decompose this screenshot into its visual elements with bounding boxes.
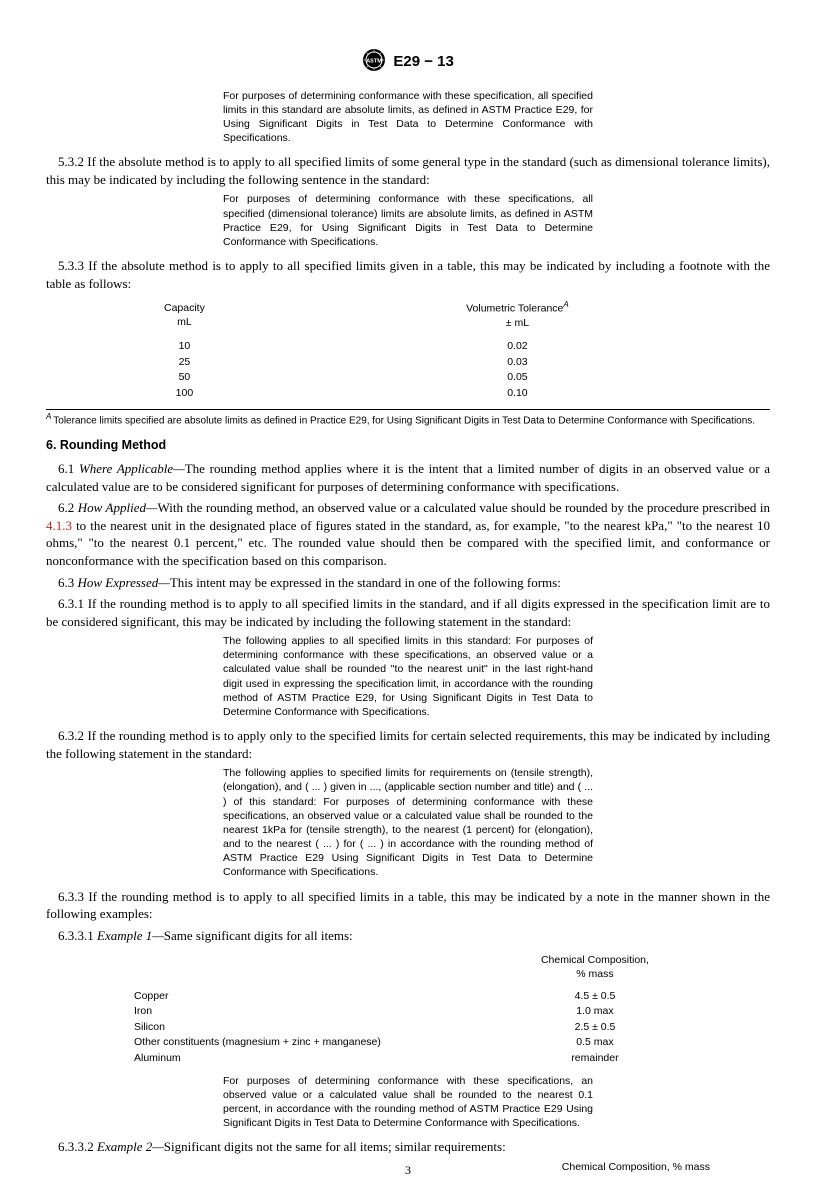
- para-text: If the absolute method is to apply to al…: [46, 258, 770, 291]
- quote-block-6-3-3-1: For purposes of determining conformance …: [223, 1074, 593, 1131]
- para-text: If the rounding method is to apply only …: [46, 728, 770, 761]
- para-6-3-3-2: 6.3.3.2 Example 2—Significant digits not…: [46, 1138, 770, 1156]
- para-5-3-3: 5.3.3 If the absolute method is to apply…: [46, 257, 770, 292]
- para-num: 6.3.2: [58, 727, 84, 745]
- para-5-3-2: 5.3.2 If the absolute method is to apply…: [46, 153, 770, 188]
- para-6-2: 6.2 How Applied—With the rounding method…: [46, 499, 770, 569]
- table-row: Aluminum remainder: [130, 1052, 686, 1066]
- footnote-a: A Tolerance limits specified are absolut…: [46, 412, 770, 428]
- para-label: Where Applicable—: [79, 461, 185, 476]
- cross-ref-link[interactable]: 4.1.3: [46, 518, 72, 533]
- page-number: 3: [0, 1162, 816, 1178]
- para-text: This intent may be expressed in the stan…: [170, 575, 561, 590]
- para-text: If the rounding method is to apply to al…: [46, 596, 770, 629]
- para-text: Same significant digits for all items:: [164, 928, 353, 943]
- para-label: Example 2—: [97, 1139, 164, 1154]
- table-header-capacity: Capacity mL: [48, 300, 321, 330]
- quote-block-5-3-1: For purposes of determining conformance …: [223, 89, 593, 146]
- para-label: Example 1—: [97, 928, 164, 943]
- para-num: 6.3.3: [58, 888, 84, 906]
- para-label: How Applied—: [78, 500, 158, 515]
- para-text-b: to the nearest unit in the designated pl…: [46, 518, 770, 568]
- para-6-3-2: 6.3.2 If the rounding method is to apply…: [46, 727, 770, 762]
- para-text-a: With the rounding method, an observed va…: [158, 500, 770, 515]
- para-num: 5.3.2: [58, 153, 84, 171]
- para-text: Significant digits not the same for all …: [164, 1139, 506, 1154]
- para-6-3: 6.3 How Expressed—This intent may be exp…: [46, 574, 770, 592]
- quote-block-6-3-1: The following applies to all specified l…: [223, 634, 593, 719]
- para-6-1: 6.1 Where Applicable—The rounding method…: [46, 460, 770, 495]
- table-row: Silicon 2.5 ± 0.5: [130, 1021, 686, 1035]
- para-6-3-3: 6.3.3 If the rounding method is to apply…: [46, 888, 770, 923]
- svg-text:ASTM: ASTM: [366, 59, 382, 65]
- table-chemical-composition: Chemical Composition,% mass Copper 4.5 ±…: [128, 952, 688, 1067]
- table-row: 25 0.03: [48, 356, 768, 370]
- page: ASTM E29 − 13 For purposes of determinin…: [0, 0, 816, 1204]
- quote-block-6-3-2: The following applies to specified limit…: [223, 766, 593, 879]
- para-6-3-3-1: 6.3.3.1 Example 1—Same significant digit…: [46, 927, 770, 945]
- para-num: 6.3.3.2: [58, 1138, 94, 1156]
- para-num: 6.1: [58, 460, 74, 478]
- divider: [46, 409, 770, 410]
- para-6-3-1: 6.3.1 If the rounding method is to apply…: [46, 595, 770, 630]
- document-header: ASTM E29 − 13: [46, 48, 770, 77]
- table-row: 100 0.10: [48, 387, 768, 401]
- document-title: E29 − 13: [393, 53, 453, 70]
- quote-block-5-3-2: For purposes of determining conformance …: [223, 192, 593, 249]
- table-header-tolerance: Volumetric ToleranceA ± mL: [323, 300, 768, 330]
- table-row: Other constituents (magnesium + zinc + m…: [130, 1036, 686, 1050]
- section-heading-6: 6. Rounding Method: [46, 437, 770, 454]
- table-row: Iron 1.0 max: [130, 1005, 686, 1019]
- table-row: 50 0.05: [48, 371, 768, 385]
- astm-logo: ASTM: [362, 48, 386, 77]
- table-capacity-tolerance: Capacity mL Volumetric ToleranceA ± mL 1…: [46, 298, 770, 402]
- table-row: Copper 4.5 ± 0.5: [130, 990, 686, 1004]
- para-num: 6.3.3.1: [58, 927, 94, 945]
- table-header-composition: Chemical Composition,% mass: [504, 954, 686, 987]
- para-text: If the rounding method is to apply to al…: [46, 889, 770, 922]
- para-num: 6.3.1: [58, 595, 84, 613]
- para-num: 6.3: [58, 574, 74, 592]
- para-label: How Expressed—: [78, 575, 170, 590]
- para-num: 6.2: [58, 499, 74, 517]
- para-num: 5.3.3: [58, 257, 84, 275]
- para-text: If the absolute method is to apply to al…: [46, 154, 770, 187]
- table-row: 10 0.02: [48, 340, 768, 354]
